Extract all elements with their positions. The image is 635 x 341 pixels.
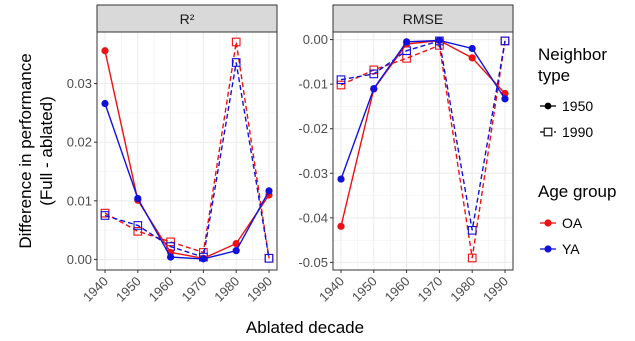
series-line-ya-1950 — [104, 103, 270, 260]
data-point-ya-1950 — [134, 194, 142, 203]
data-point-oa-1990 — [231, 37, 241, 47]
y-tick-label: -0.01 — [298, 77, 328, 92]
facet-strip — [332, 4, 514, 33]
x-tick-label: 1940 — [316, 274, 347, 305]
legend-key-marker — [543, 127, 553, 137]
series-line-oa-1950 — [340, 39, 506, 227]
panel-border — [332, 31, 514, 271]
x-tick-label: 1970 — [178, 274, 209, 305]
data-point-ya-1990 — [264, 253, 274, 263]
legend-label: 1990 — [562, 124, 593, 140]
data-point-oa-1990 — [467, 253, 477, 263]
legend-title-age: Age group — [538, 182, 616, 201]
facet-title: R² — [180, 11, 195, 27]
legend-label: OA — [562, 215, 583, 231]
data-point-ya-1950 — [501, 95, 509, 103]
data-point-oa-1950 — [101, 47, 109, 55]
data-point-ya-1950 — [435, 36, 443, 45]
series-line-oa-1990 — [340, 40, 506, 259]
legend-label: YA — [562, 241, 580, 257]
x-tick-label: 1990 — [480, 274, 511, 305]
data-point-oa-1990 — [166, 237, 175, 247]
data-point-ya-1990 — [231, 58, 241, 67]
legend-title-neighbor: Neighbor — [538, 45, 607, 64]
data-point-ya-1950 — [403, 38, 411, 46]
y-tick-label: 0.01 — [67, 193, 92, 208]
y-tick-label: 0.00 — [67, 252, 92, 267]
data-point-ya-1990 — [369, 69, 379, 79]
y-tick-label: 0.03 — [67, 76, 92, 91]
y-tick-label: 0.02 — [67, 135, 92, 150]
series-line-ya-1950 — [340, 39, 506, 180]
x-tick-label: 1960 — [382, 274, 413, 305]
data-point-oa-1950 — [232, 240, 240, 248]
data-point-ya-1990 — [467, 225, 477, 235]
x-axis-title: Ablated decade — [246, 318, 364, 337]
panel-border — [96, 31, 278, 271]
facet-strip — [96, 4, 278, 33]
data-point-oa-1950 — [337, 222, 345, 230]
data-point-ya-1950 — [232, 247, 240, 255]
data-point-oa-1990 — [133, 226, 143, 236]
data-point-ya-1950 — [199, 255, 207, 263]
x-tick-label: 1970 — [414, 274, 445, 305]
x-tick-label: 1950 — [113, 274, 144, 305]
legend-label: 1950 — [562, 98, 593, 114]
series-line-oa-1990 — [104, 41, 270, 259]
y-axis-title-line1: Difference in performance — [16, 53, 35, 248]
y-tick-label: -0.03 — [298, 166, 328, 181]
series-line-oa-1950 — [104, 50, 270, 260]
data-point-ya-1990 — [336, 75, 346, 85]
data-point-oa-1950 — [468, 54, 476, 62]
x-tick-label: 1980 — [211, 274, 242, 305]
facet-title: RMSE — [403, 11, 443, 27]
series-line-ya-1990 — [340, 40, 506, 231]
x-tick-label: 1980 — [447, 274, 478, 305]
x-tick-label: 1990 — [244, 274, 275, 305]
legend-title-neighbor: type — [538, 66, 570, 85]
data-point-ya-1950 — [370, 85, 378, 93]
data-point-ya-1950 — [337, 175, 345, 183]
y-tick-label: -0.04 — [298, 210, 328, 225]
legend-key-marker — [544, 245, 552, 253]
legend-key-marker — [544, 102, 552, 110]
x-tick-label: 1950 — [349, 274, 380, 305]
data-point-ya-1950 — [468, 44, 476, 53]
data-point-ya-1990 — [133, 221, 143, 230]
data-point-ya-1950 — [167, 253, 175, 261]
x-tick-label: 1940 — [80, 274, 111, 305]
y-tick-label: -0.05 — [298, 255, 328, 270]
y-tick-label: -0.02 — [298, 121, 328, 136]
x-tick-label: 1960 — [146, 274, 177, 305]
y-axis-title-line2: (Full - ablated) — [37, 96, 56, 206]
y-tick-label: 0.00 — [303, 32, 328, 47]
data-point-ya-1950 — [265, 187, 273, 195]
data-point-ya-1990 — [100, 211, 110, 220]
legend-key-marker — [544, 219, 552, 227]
data-point-ya-1990 — [500, 36, 510, 46]
data-point-ya-1950 — [101, 99, 109, 108]
data-point-oa-1990 — [336, 80, 346, 90]
series-line-ya-1990 — [104, 62, 270, 259]
